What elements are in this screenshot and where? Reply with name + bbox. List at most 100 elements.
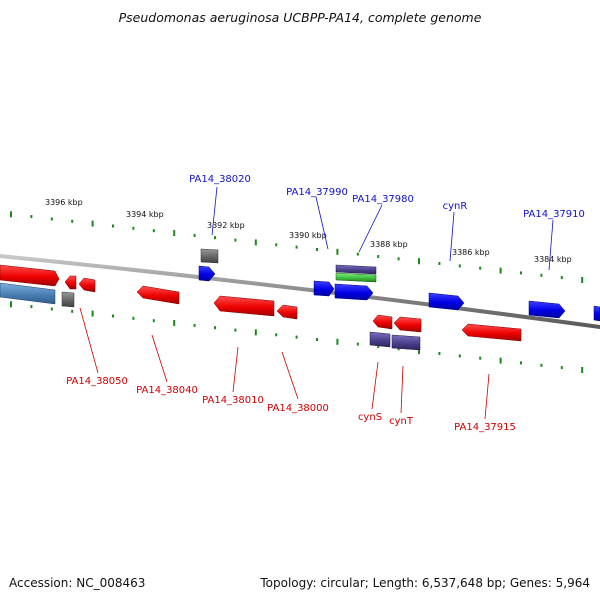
feature-block-steelblue[interactable]	[0, 282, 56, 305]
gene-arrow-forward[interactable]	[198, 265, 216, 282]
gene-label[interactable]: PA14_38010	[202, 395, 264, 406]
minor-tick	[458, 264, 461, 268]
gene-label[interactable]: cynS	[358, 412, 382, 423]
minor-tick	[71, 309, 74, 313]
major-tick	[10, 301, 12, 308]
gene-arrow-reverse[interactable]	[0, 264, 60, 287]
minor-tick	[295, 245, 298, 249]
gene-label[interactable]: PA14_38020	[189, 174, 251, 185]
minor-tick	[479, 266, 482, 270]
minor-tick	[479, 356, 482, 360]
gene-arrow-reverse[interactable]	[393, 316, 422, 333]
minor-tick	[438, 352, 441, 355]
major-tick	[91, 220, 94, 227]
gene-arrow-forward[interactable]	[313, 280, 335, 297]
scale-label: 3396 kbp	[45, 198, 83, 207]
minor-tick	[397, 347, 400, 351]
leader-line	[151, 334, 168, 383]
other-features	[0, 248, 421, 351]
gene-arrow-reverse[interactable]	[276, 304, 298, 320]
minor-tick	[193, 323, 196, 327]
major-tick	[336, 338, 339, 345]
feature-block-grey[interactable]	[200, 248, 219, 264]
major-tick	[418, 348, 420, 355]
major-tick	[10, 211, 12, 218]
minor-tick	[356, 342, 359, 346]
scale-label: 3390 kbp	[289, 231, 327, 240]
gene-label[interactable]: PA14_38050	[66, 376, 128, 387]
minor-tick	[316, 338, 318, 341]
gene-arrow-forward[interactable]	[593, 305, 600, 322]
major-tick	[254, 329, 257, 336]
scale-label: 3394 kbp	[126, 210, 164, 219]
major-tick	[499, 267, 502, 274]
gene-arrow-forward[interactable]	[428, 292, 465, 311]
minor-tick	[152, 319, 155, 323]
minor-tick	[540, 273, 543, 277]
minor-tick	[132, 226, 135, 230]
minor-tick	[152, 229, 155, 233]
gene-arrow-reverse[interactable]	[461, 323, 522, 342]
feature-block-purple[interactable]	[335, 264, 377, 275]
gene-arrow-reverse[interactable]	[136, 285, 180, 305]
gene-label[interactable]: PA14_38040	[136, 385, 198, 396]
minor-tick	[30, 215, 33, 219]
gene-labels-top: PA14_38020 PA14_37990 PA14_37980 cynR PA…	[189, 174, 585, 220]
gene-labels-bottom: PA14_38050 PA14_38040 PA14_38010 PA14_38…	[66, 376, 516, 433]
major-tick	[254, 239, 257, 246]
gene-label[interactable]: cynT	[389, 416, 414, 427]
gene-arrow-forward[interactable]	[528, 300, 566, 319]
leader-lines-top	[211, 186, 554, 271]
minor-tick	[438, 262, 441, 265]
feature-block-purple[interactable]	[369, 331, 391, 348]
minor-tick	[377, 345, 380, 348]
minor-tick	[560, 366, 563, 370]
minor-tick	[214, 326, 216, 330]
leader-line	[232, 346, 239, 393]
gene-label[interactable]: cynR	[443, 201, 468, 212]
gene-label[interactable]: PA14_38000	[267, 403, 329, 414]
gene-arrow-reverse[interactable]	[78, 277, 96, 293]
gene-label[interactable]: PA14_37990	[286, 187, 348, 198]
scale-label: 3392 kbp	[207, 221, 245, 230]
leader-line	[358, 204, 383, 253]
gene-label[interactable]: PA14_37910	[523, 209, 585, 220]
leader-line	[79, 307, 99, 374]
tick-row-lower	[10, 301, 584, 373]
gene-arrow-reverse[interactable]	[372, 314, 393, 330]
leader-line	[484, 373, 490, 420]
leader-line	[371, 361, 379, 410]
minor-tick	[112, 314, 114, 318]
minor-tick	[193, 233, 196, 237]
minor-tick	[112, 224, 114, 228]
feature-block-grey[interactable]	[61, 291, 75, 308]
scale-label: 3384 kbp	[534, 255, 572, 264]
minor-tick	[316, 248, 318, 251]
major-tick	[336, 248, 339, 255]
tick-row-upper	[10, 211, 584, 283]
minor-tick	[214, 236, 216, 240]
major-tick	[418, 258, 420, 265]
minor-tick	[560, 276, 563, 280]
gene-arrow-reverse[interactable]	[213, 295, 275, 317]
leader-line	[211, 186, 218, 236]
feature-block-green[interactable]	[335, 272, 377, 283]
scale-labels: 3396 kbp 3394 kbp 3392 kbp 3390 kbp 3388…	[45, 198, 572, 264]
gene-arrow-forward[interactable]	[334, 283, 374, 301]
major-tick	[581, 277, 584, 283]
reverse-genes	[0, 264, 522, 342]
minor-tick	[234, 238, 237, 242]
major-tick	[581, 367, 584, 373]
minor-tick	[540, 363, 543, 367]
gene-label[interactable]: PA14_37915	[454, 422, 516, 433]
leader-line	[400, 365, 404, 414]
leader-line	[548, 219, 554, 271]
leader-line	[315, 196, 329, 250]
minor-tick	[275, 333, 278, 337]
gene-arrow-reverse[interactable]	[64, 275, 77, 290]
minor-tick	[458, 354, 461, 358]
feature-block-purple[interactable]	[391, 334, 421, 351]
minor-tick	[234, 328, 237, 332]
gene-label[interactable]: PA14_37980	[352, 194, 414, 205]
